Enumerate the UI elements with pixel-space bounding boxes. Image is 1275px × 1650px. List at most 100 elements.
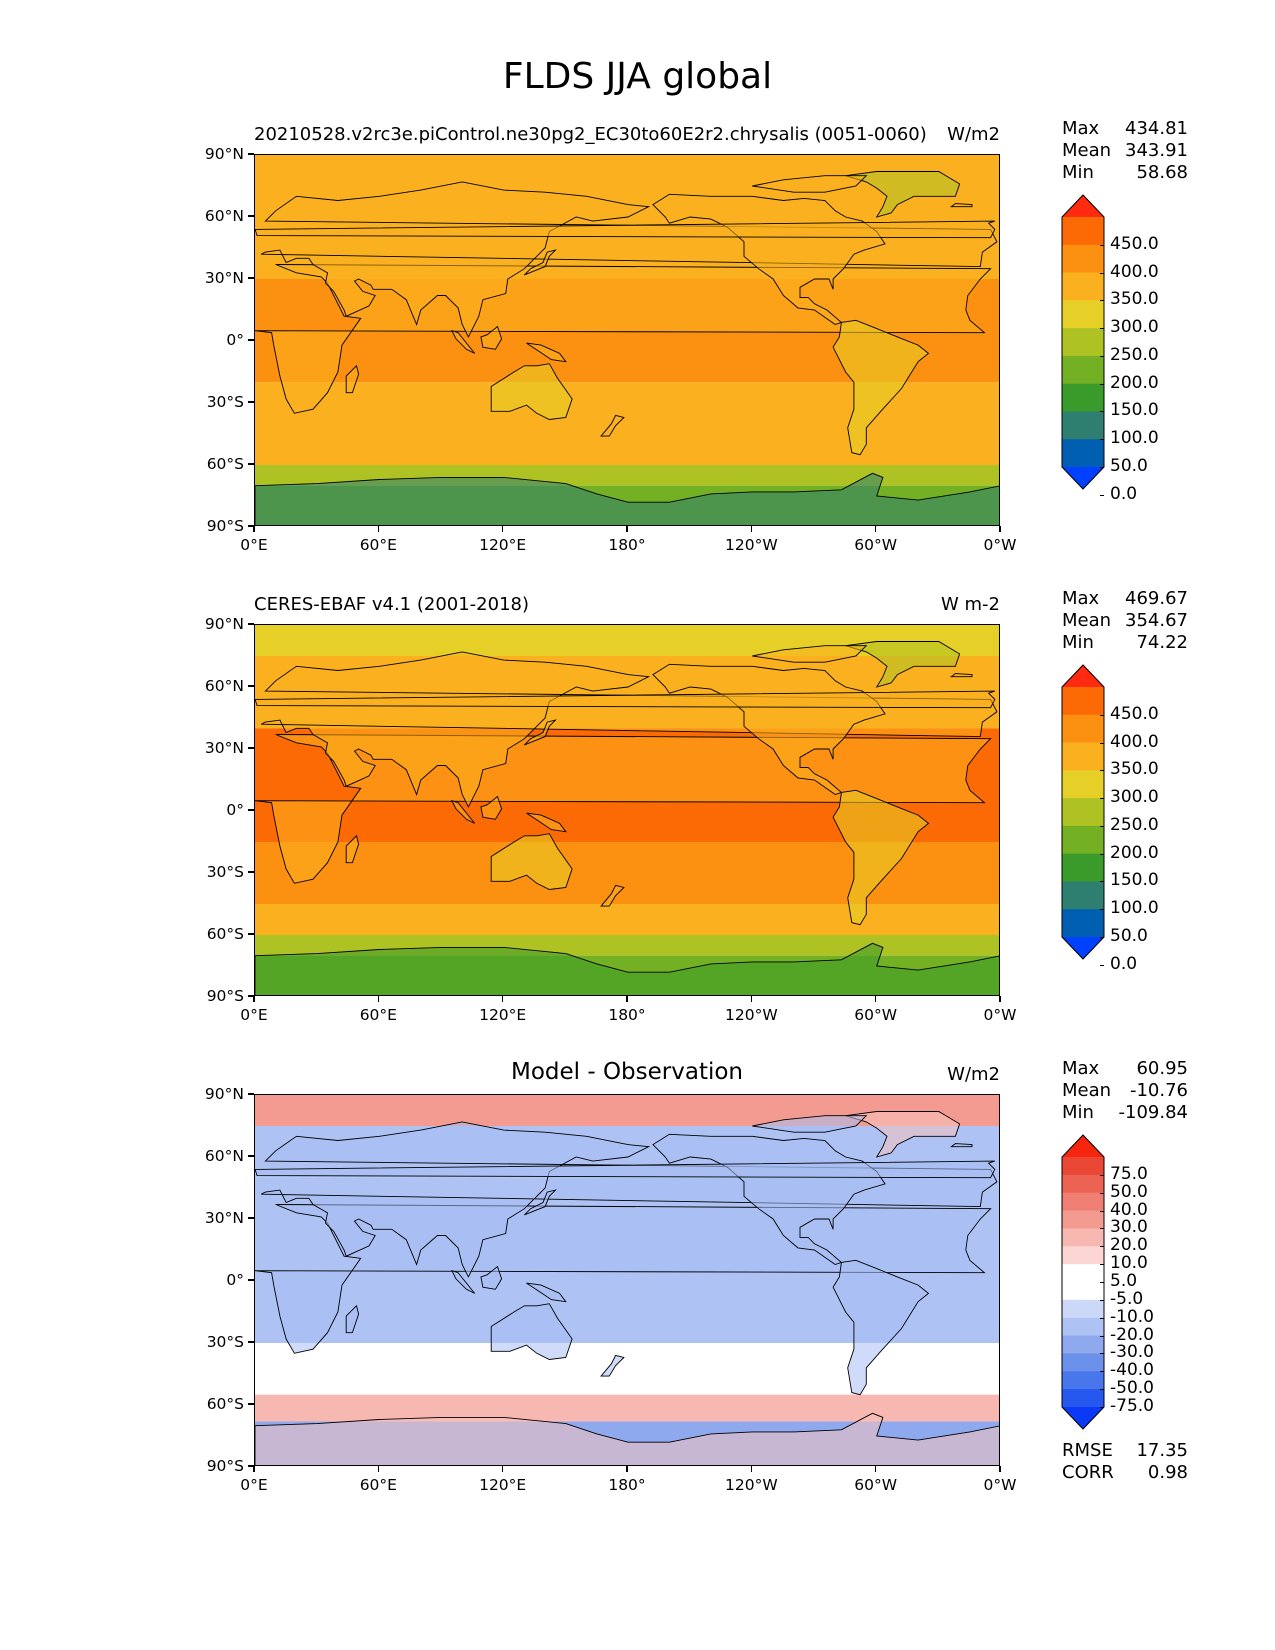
- x-tick-label: 60°W: [854, 536, 898, 554]
- stat-key: Min: [1062, 1102, 1094, 1123]
- x-tick-label: 60°W: [854, 1476, 898, 1494]
- stat-key: Min: [1062, 632, 1094, 653]
- coastline-samerica: [832, 789, 930, 926]
- y-tick-label: 60°S: [206, 925, 244, 943]
- x-tick-label: 0°E: [240, 1006, 268, 1024]
- colorbar-tick: [1100, 881, 1104, 883]
- colorbar-label: -75.0: [1110, 1396, 1154, 1416]
- colorbar-label: 50.0: [1110, 926, 1148, 946]
- colorbar-label: 10.0: [1110, 1253, 1148, 1274]
- coastline-australia: [490, 363, 573, 420]
- figure-title: FLDS JJA global: [502, 56, 773, 97]
- y-tick-mark: [248, 685, 254, 687]
- y-tick-label: 90°S: [206, 1457, 244, 1475]
- colorbar-label: 300.0: [1110, 787, 1159, 808]
- y-tick-mark: [248, 525, 254, 527]
- y-tick-label: 30°S: [206, 393, 244, 411]
- coastline-madagascar: [345, 834, 360, 864]
- colorbar-extend-max: [1062, 1135, 1104, 1157]
- coastline-sumatra: [451, 799, 476, 824]
- y-tick-mark: [248, 809, 254, 811]
- coastline-newguinea: [526, 1282, 567, 1303]
- colorbar-segment: [1062, 217, 1104, 246]
- colorbar-label: -30.0: [1110, 1342, 1154, 1363]
- colorbar-tick: [1100, 1389, 1104, 1391]
- coastline-borneo: [480, 325, 503, 350]
- y-tick-mark: [248, 1341, 254, 1343]
- colorbar-tick: [1100, 1407, 1104, 1408]
- y-tick-mark: [248, 933, 254, 935]
- stat-value: 17.35: [1136, 1440, 1188, 1461]
- stat-value: 354.67: [1125, 610, 1188, 631]
- x-tick-mark: [626, 996, 628, 1002]
- colorbar-tick: [1100, 853, 1104, 855]
- colorbar-tick: [1100, 1299, 1104, 1301]
- y-tick-mark: [248, 1093, 254, 1095]
- colorbar-tick: [1100, 964, 1104, 966]
- colorbar-label: 200.0: [1110, 842, 1159, 863]
- colorbar-segment: [1062, 1282, 1104, 1301]
- colorbar-tick: [1100, 714, 1104, 716]
- colorbar-label: 30.0: [1110, 1217, 1148, 1238]
- coastline-japan: [524, 719, 557, 746]
- coastline-iceland: [949, 203, 973, 208]
- x-tick-label: 180°: [608, 536, 646, 554]
- colorbar-label: -5.0: [1110, 1288, 1144, 1309]
- colorbar-tick: [1100, 798, 1104, 800]
- colorbar-segment: [1062, 798, 1104, 827]
- colorbar-label: 50.0: [1110, 1181, 1148, 1202]
- stat-value: 0.98: [1147, 1462, 1188, 1483]
- x-tick-mark: [626, 1466, 628, 1472]
- coastline-nz: [600, 1354, 625, 1377]
- colorbar-segment: [1062, 244, 1104, 274]
- y-tick-mark: [248, 1217, 254, 1219]
- stat-key: Max: [1062, 118, 1100, 139]
- y-tick-mark: [248, 1279, 254, 1281]
- colorbar-segment: [1062, 300, 1104, 329]
- y-tick-mark: [248, 1465, 254, 1467]
- stat-key: Mean: [1062, 610, 1112, 631]
- colorbar-tick: [1100, 439, 1104, 441]
- coastline-eurasia: [260, 1121, 998, 1278]
- colorbar-outline: [1061, 194, 1105, 490]
- stat-key: Mean: [1062, 1080, 1112, 1101]
- panel-title-right: W/m2: [947, 1064, 1000, 1085]
- coastline-madagascar: [345, 364, 360, 394]
- x-tick-label: 120°W: [724, 1476, 778, 1494]
- colorbar-tick: [1100, 742, 1104, 744]
- colorbar-tick: [1100, 1282, 1104, 1283]
- coastline-uk: [255, 220, 996, 239]
- colorbar-observation: [1061, 664, 1105, 960]
- map-model: [254, 154, 1000, 526]
- colorbar-label: 5.0: [1110, 1271, 1138, 1291]
- x-tick-label: 180°: [608, 1476, 646, 1494]
- stat-row-min: Min 58.68: [1062, 162, 1188, 184]
- stats-difference: Max 60.95 Mean -10.76 Min -109.84: [1062, 1058, 1188, 1124]
- x-tick-label: 120°W: [724, 1006, 778, 1024]
- x-tick-mark: [750, 526, 753, 532]
- colorbar-segment: [1062, 1264, 1104, 1283]
- stat-value: -10.76: [1129, 1080, 1188, 1101]
- zonal-band-4: [255, 904, 999, 935]
- colorbar-segment: [1062, 328, 1104, 357]
- coastline-antarctica: [255, 942, 999, 995]
- x-tick-mark: [377, 996, 380, 1002]
- stat-key: RMSE: [1062, 1440, 1113, 1461]
- x-tick-mark: [253, 1466, 255, 1472]
- coastline-greenland: [845, 641, 961, 688]
- colorbar-segment: [1062, 1157, 1104, 1176]
- stat-key: CORR: [1062, 1462, 1114, 1483]
- colorbar-model: [1061, 194, 1105, 490]
- y-tick-mark: [248, 153, 254, 155]
- colorbar-label: -10.0: [1110, 1306, 1154, 1327]
- coastline-japan: [524, 1189, 557, 1216]
- colorbar-label: 100.0: [1110, 428, 1159, 449]
- colorbar-segment: [1062, 411, 1104, 440]
- stat-row-corr: CORR 0.98: [1062, 1462, 1188, 1484]
- colorbar-label: 20.0: [1110, 1235, 1148, 1256]
- y-tick-label: 60°N: [204, 207, 244, 225]
- coastline-japan: [524, 249, 557, 276]
- colorbar-segment: [1062, 1389, 1104, 1408]
- x-tick-label: 0°W: [983, 1006, 1017, 1024]
- colorbar-segment: [1062, 742, 1104, 771]
